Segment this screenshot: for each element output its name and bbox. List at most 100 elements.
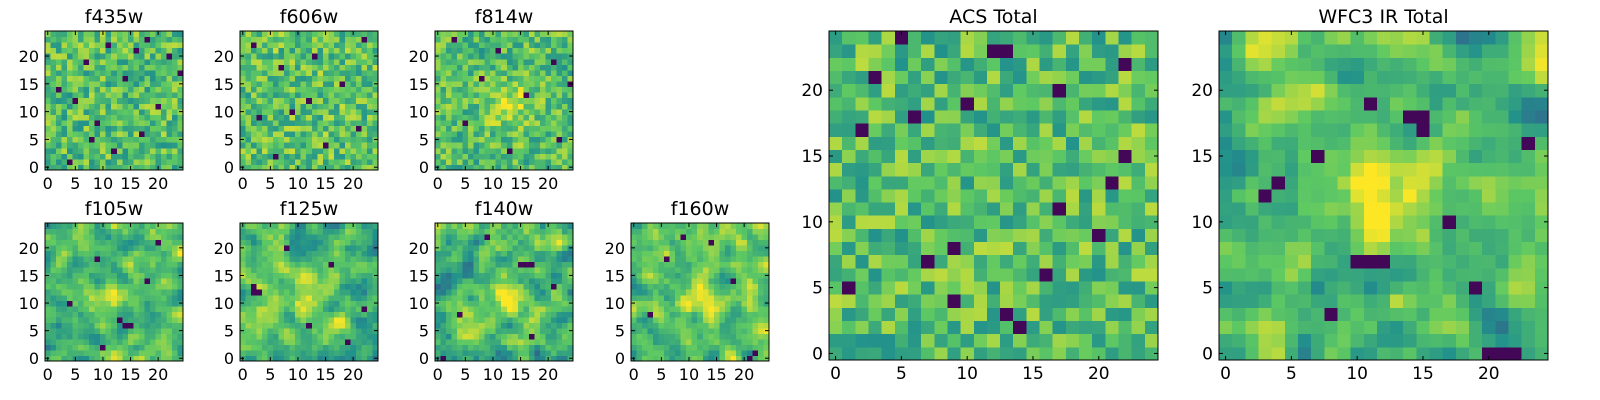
- heatmap-cell: [328, 64, 335, 71]
- heatmap-cell: [473, 256, 480, 263]
- heatmap-cell: [300, 283, 307, 290]
- heatmap-cell: [56, 256, 63, 263]
- heatmap-cell: [138, 119, 145, 127]
- heatmap-cell: [111, 125, 118, 132]
- heatmap-cell: [1065, 307, 1080, 322]
- heatmap-cell: [512, 136, 519, 143]
- heatmap-cell: [468, 316, 475, 323]
- heatmap-cell: [127, 103, 134, 110]
- heatmap-cell: [144, 131, 151, 138]
- heatmap-cell: [842, 228, 856, 243]
- heatmap-cell: [177, 147, 184, 154]
- heatmap-cell: [934, 333, 948, 348]
- heatmap-cell: [89, 316, 96, 323]
- heatmap-cell: [116, 31, 123, 38]
- heatmap-cell: [105, 64, 112, 71]
- heatmap-cell: [273, 316, 280, 323]
- heatmap-cell: [366, 103, 373, 110]
- heatmap-cell: [311, 234, 318, 241]
- heatmap-cell: [116, 36, 123, 43]
- heatmap-cell: [457, 81, 464, 88]
- heatmap-cell: [1013, 241, 1027, 256]
- heatmap-cell: [355, 36, 362, 43]
- heatmap-cell: [245, 69, 252, 76]
- heatmap-cell: [534, 53, 541, 60]
- y-tick-label: 0: [615, 349, 625, 368]
- heatmap-cell: [111, 136, 118, 143]
- heatmap-cell: [763, 322, 770, 329]
- heatmap-cell: [484, 261, 491, 268]
- heatmap-cell: [350, 272, 357, 279]
- panel-title: f125w: [280, 198, 339, 220]
- heatmap-cell: [366, 278, 373, 285]
- heatmap-cell: [1052, 241, 1067, 256]
- heatmap-cell: [752, 349, 759, 356]
- heatmap-cell: [534, 147, 541, 154]
- heatmap-cell: [273, 92, 280, 99]
- heatmap-cell: [752, 311, 759, 318]
- y-tick-label: 0: [224, 158, 234, 177]
- heatmap-cell: [1013, 307, 1027, 322]
- heatmap-cell: [746, 322, 753, 329]
- heatmap-cell: [116, 64, 123, 71]
- heatmap-cell: [490, 103, 497, 110]
- heatmap-cell: [177, 125, 184, 132]
- heatmap-cell: [306, 228, 313, 235]
- heatmap-cell: [680, 234, 687, 241]
- heatmap-cell: [490, 58, 497, 65]
- heatmap-cell: [306, 36, 313, 43]
- y-tick-label: 20: [19, 239, 39, 258]
- heatmap-cell: [267, 250, 274, 257]
- heatmap-cell: [300, 64, 307, 71]
- heatmap-cell: [149, 327, 156, 334]
- heatmap-cell: [105, 294, 112, 301]
- heatmap-cell: [56, 234, 63, 241]
- heatmap-cell: [344, 153, 351, 160]
- heatmap-cell: [350, 42, 357, 49]
- heatmap-cell: [495, 142, 502, 149]
- heatmap-cell: [664, 338, 671, 345]
- heatmap-cell: [567, 97, 574, 104]
- heatmap-cell: [322, 245, 329, 252]
- heatmap-cell: [567, 125, 574, 132]
- heatmap-cell: [251, 64, 258, 71]
- heatmap-cell: [344, 81, 351, 88]
- heatmap-cell: [344, 333, 351, 340]
- heatmap-cell: [642, 239, 649, 246]
- heatmap-cell: [149, 250, 156, 257]
- heatmap-cell: [534, 69, 541, 76]
- heatmap-cell: [1000, 346, 1014, 361]
- heatmap-cell: [111, 355, 118, 362]
- heatmap-cell: [361, 267, 368, 274]
- heatmap-cell: [506, 349, 513, 356]
- heatmap-cell: [545, 322, 552, 329]
- heatmap-cell: [567, 267, 574, 274]
- heatmap-cell: [317, 75, 324, 82]
- heatmap-cell: [479, 223, 486, 230]
- heatmap-cell: [719, 322, 726, 329]
- heatmap-cell: [691, 256, 698, 263]
- heatmap-cell: [539, 344, 546, 351]
- heatmap-cell: [149, 316, 156, 323]
- heatmap-cell: [350, 131, 357, 138]
- heatmap-cell: [517, 86, 524, 93]
- heatmap-cell: [333, 300, 340, 307]
- heatmap-cell: [757, 256, 764, 263]
- heatmap-cell: [556, 327, 563, 334]
- heatmap-cell: [567, 344, 574, 351]
- heatmap-cell: [100, 349, 107, 356]
- heatmap-cell: [155, 305, 162, 312]
- heatmap-cell: [1052, 228, 1067, 243]
- heatmap-cell: [366, 228, 373, 235]
- heatmap-cell: [256, 131, 263, 138]
- heatmap-cell: [111, 108, 118, 115]
- heatmap-cell: [763, 294, 770, 301]
- heatmap-cell: [567, 322, 574, 329]
- heatmap-cell: [160, 164, 167, 171]
- heatmap-cell: [344, 31, 351, 38]
- heatmap-cell: [440, 283, 447, 290]
- heatmap-cell: [921, 175, 935, 190]
- heatmap-cell: [1052, 267, 1067, 282]
- heatmap-cell: [473, 344, 480, 351]
- heatmap-cell: [517, 81, 524, 88]
